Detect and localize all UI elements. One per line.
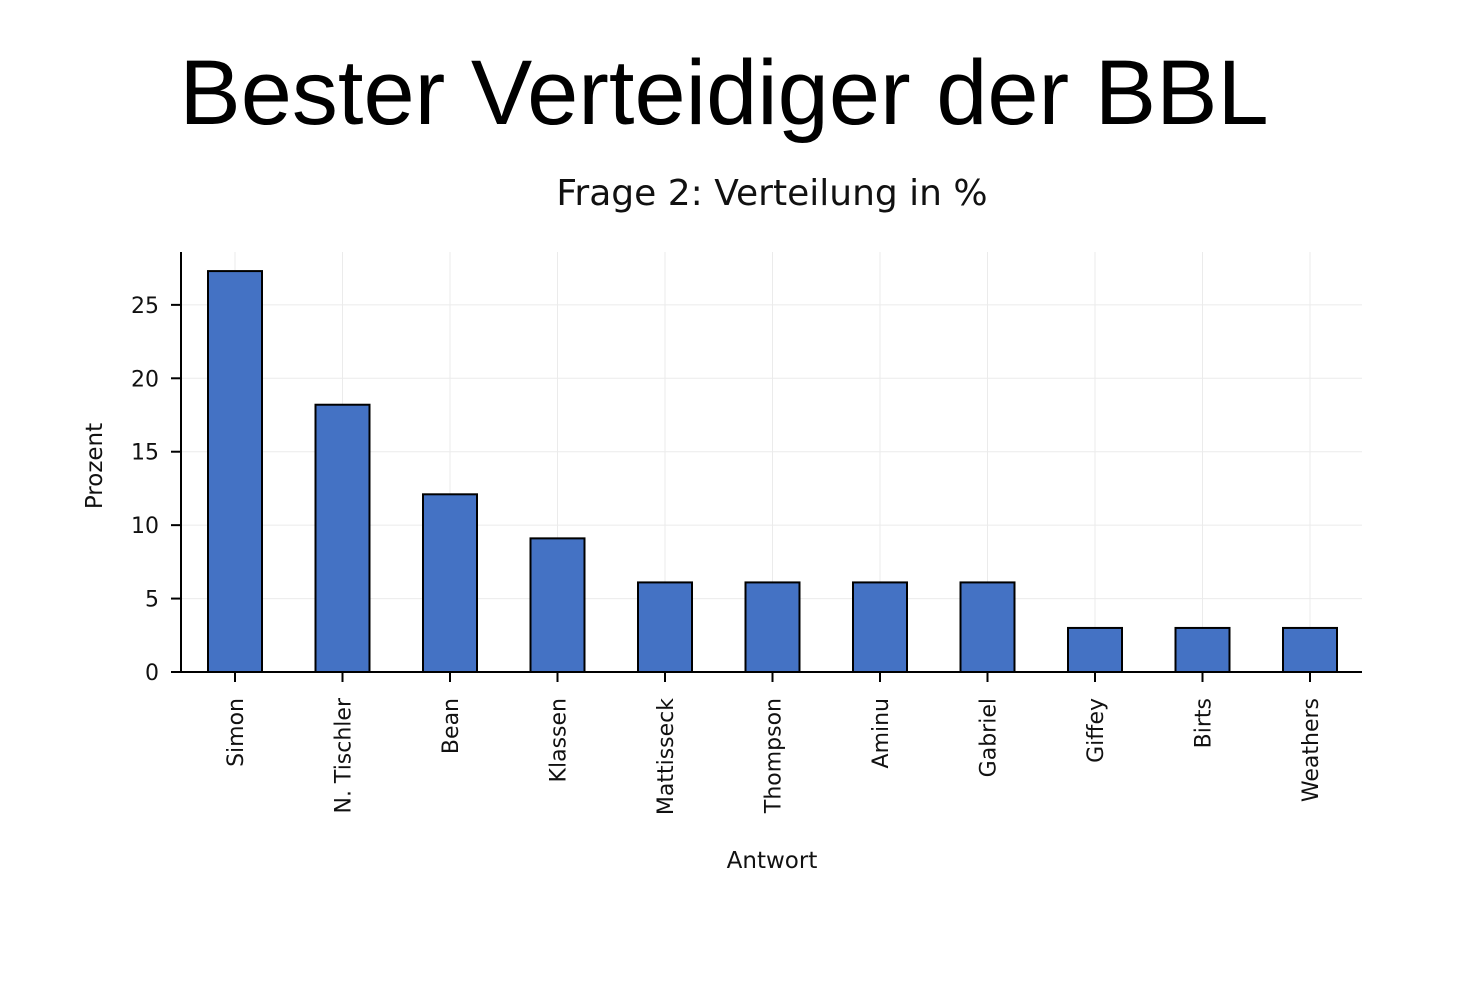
y-tick-label: 10 bbox=[131, 514, 159, 539]
x-tick-label: Mattisseck bbox=[654, 698, 679, 815]
y-ticks: 0 5 10 15 20 25 bbox=[131, 294, 181, 686]
x-tick-label: Giffey bbox=[1084, 698, 1109, 763]
bar bbox=[959, 581, 1016, 673]
bar bbox=[1067, 626, 1123, 673]
bar bbox=[1174, 626, 1231, 673]
bar bbox=[207, 270, 263, 673]
y-tick-label: 15 bbox=[131, 441, 159, 466]
x-tick-label: N. Tischler bbox=[332, 697, 357, 813]
x-axis-label: Antwort bbox=[727, 848, 818, 874]
bar bbox=[852, 581, 908, 673]
bars bbox=[207, 270, 1338, 674]
slide-title: Bester Verteidiger der BBL bbox=[179, 42, 1269, 144]
bar bbox=[314, 403, 371, 673]
y-axis-label: Prozent bbox=[82, 423, 108, 509]
chart-title: Frage 2: Verteilung in % bbox=[556, 173, 987, 214]
x-ticks: Simon N. Tischler Bean Klassen Mattisseck Tho… bbox=[224, 672, 1324, 815]
y-tick-label: 25 bbox=[131, 294, 159, 319]
y-tick-label: 20 bbox=[131, 367, 159, 392]
bar bbox=[422, 493, 478, 673]
x-tick-label: Gabriel bbox=[977, 698, 1002, 777]
bar bbox=[529, 537, 586, 674]
x-tick-label: Birts bbox=[1192, 698, 1217, 748]
bar bbox=[637, 581, 693, 673]
y-tick-label: 0 bbox=[145, 661, 159, 686]
x-tick-label: Klassen bbox=[547, 698, 572, 782]
x-tick-label: Simon bbox=[224, 698, 249, 767]
x-tick-label: Thompson bbox=[762, 698, 787, 814]
bar bbox=[1282, 626, 1338, 673]
x-tick-label: Bean bbox=[439, 698, 464, 754]
y-tick-label: 5 bbox=[145, 588, 159, 613]
bar bbox=[744, 581, 801, 673]
x-tick-label: Weathers bbox=[1299, 698, 1324, 802]
x-tick-label: Aminu bbox=[869, 698, 894, 768]
